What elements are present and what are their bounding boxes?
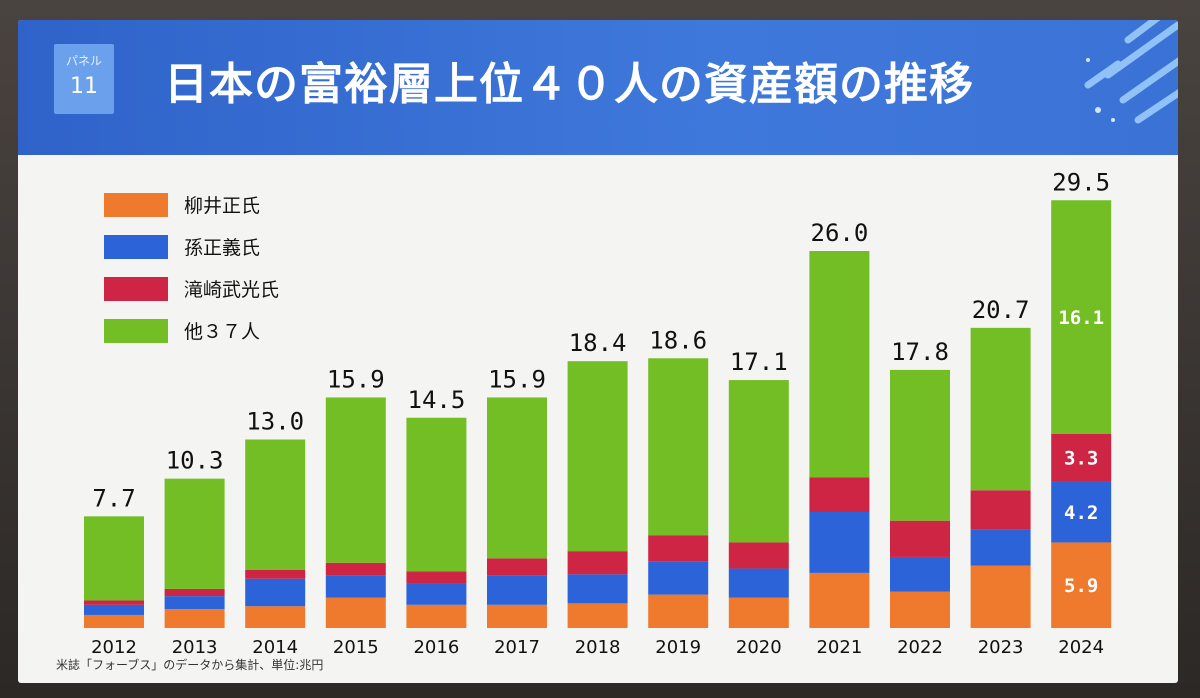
decorative-streaks-icon	[1084, 20, 1178, 124]
bar-segment	[164, 478, 225, 589]
category-tick-label: 2015	[333, 637, 379, 655]
bar-segment	[970, 529, 1031, 566]
total-label: 18.4	[569, 329, 627, 357]
category-tick-label: 2022	[897, 637, 943, 655]
category-tick-label: 2016	[413, 637, 459, 655]
legend-label: 滝崎武光氏	[184, 279, 279, 301]
category-tick-label: 2020	[736, 637, 782, 655]
bar-segment	[84, 614, 144, 628]
legend-label: 他３７人	[184, 321, 260, 343]
bar-segment	[648, 535, 709, 562]
bar-segment	[164, 588, 225, 597]
panel-number: 11	[70, 74, 98, 99]
bar-segment	[890, 556, 950, 592]
bar-segment	[728, 542, 789, 569]
bar-segment	[728, 568, 789, 598]
bar-segment	[1051, 542, 1112, 628]
category-tick-label: 2024	[1058, 637, 1104, 655]
bar-segment	[245, 578, 306, 607]
bar-segment	[164, 596, 225, 610]
title-banner: パネル 11 日本の富裕層上位４０人の資産額の推移	[18, 20, 1178, 155]
legend-label: 柳井正氏	[184, 195, 260, 217]
chart-title: 日本の富裕層上位４０人の資産額の推移	[164, 59, 974, 110]
total-label: 29.5	[1052, 168, 1110, 196]
bar-segment	[325, 575, 386, 598]
bar-segment	[970, 327, 1031, 491]
total-label: 14.5	[408, 386, 466, 414]
bar-segment	[1051, 200, 1112, 434]
bar-segment	[325, 597, 386, 628]
segment-value-label: 3.3	[1064, 448, 1098, 470]
bar-segment	[325, 562, 386, 576]
bar-segment	[728, 380, 789, 543]
bar-segment	[325, 397, 386, 563]
segment-value-label: 16.1	[1058, 307, 1104, 329]
total-label: 18.6	[649, 326, 707, 354]
bar-segment	[648, 561, 709, 595]
bar-segment	[487, 604, 547, 628]
bar-segment	[487, 575, 547, 605]
total-label: 26.0	[811, 219, 869, 247]
bar-segment	[84, 600, 144, 605]
panel-label: パネル	[65, 54, 102, 68]
bar-segment	[487, 558, 547, 576]
bar-segment	[245, 606, 306, 628]
source-note: 米誌「フォーブス」のデータから集計、単位:兆円	[56, 658, 324, 672]
legend-swatch	[104, 277, 168, 301]
bar-segment	[567, 574, 628, 604]
segment-value-label: 4.2	[1064, 502, 1098, 524]
segment-value-label: 5.9	[1064, 575, 1098, 597]
bar-segment	[809, 251, 870, 478]
category-tick-label: 2019	[655, 637, 701, 655]
total-label: 7.7	[92, 484, 135, 512]
total-label: 20.7	[972, 296, 1030, 324]
category-tick-label: 2018	[575, 637, 621, 655]
tv-screen: パネル 11 日本の富裕層上位４０人の資産額の推移 柳井正氏孫正義氏滝崎武光氏他…	[18, 20, 1178, 683]
category-tick-label: 2017	[494, 637, 540, 655]
bar-segment	[164, 609, 225, 628]
category-tick-label: 2012	[91, 637, 137, 655]
bar-segment	[406, 417, 467, 572]
bar-segment	[890, 520, 950, 557]
bar-segment	[487, 397, 547, 559]
bar-segment	[245, 570, 306, 579]
total-label: 15.9	[488, 365, 546, 393]
bar-segment	[567, 603, 628, 628]
bar-segment	[728, 597, 789, 628]
bar-segment	[406, 583, 467, 605]
total-label: 10.3	[166, 447, 224, 475]
bar-segment	[890, 369, 950, 521]
bar-segment	[406, 571, 467, 584]
category-tick-label: 2021	[816, 637, 862, 655]
bar-segment	[84, 516, 144, 601]
bar-segment	[648, 594, 709, 628]
legend-label: 孫正義氏	[184, 237, 260, 259]
bar-segment	[84, 604, 144, 615]
panel-badge: パネル 11	[54, 44, 114, 114]
total-label: 15.9	[327, 365, 385, 393]
legend-swatch	[104, 193, 168, 217]
bar-segment	[406, 604, 467, 628]
bar-segment	[970, 490, 1031, 530]
total-label: 17.8	[891, 338, 949, 366]
legend-swatch	[104, 235, 168, 259]
bar-segment	[1051, 433, 1112, 482]
bar-segment	[1051, 481, 1112, 543]
total-label: 13.0	[246, 408, 304, 436]
bar-segment	[970, 565, 1031, 628]
bar-segment	[809, 572, 870, 628]
bar-segment	[809, 477, 870, 512]
bar-segment	[245, 439, 306, 570]
bar-segment	[648, 358, 709, 536]
total-label: 17.1	[730, 348, 788, 376]
category-tick-label: 2013	[172, 637, 218, 655]
bar-segment	[567, 551, 628, 575]
bar-segment	[890, 591, 950, 628]
category-tick-label: 2023	[978, 637, 1024, 655]
bar-segment	[567, 361, 628, 552]
category-tick-label: 2014	[252, 637, 298, 655]
legend-swatch	[104, 319, 168, 343]
bar-segment	[809, 512, 870, 573]
